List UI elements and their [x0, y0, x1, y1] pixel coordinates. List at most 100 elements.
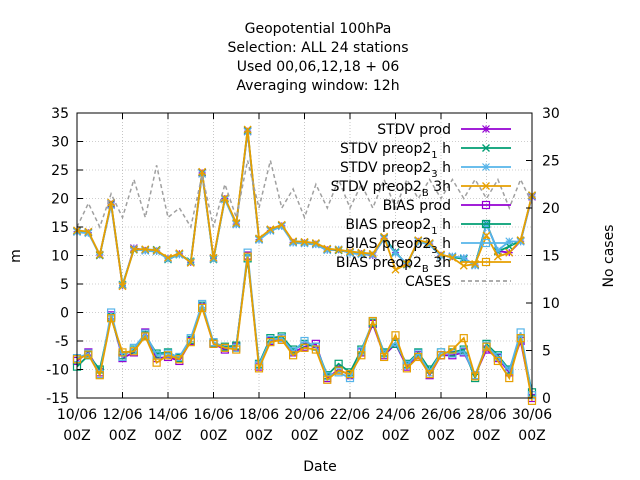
axes: -15 -10 -5 0 5 10 15 20 25 30 35 0 5 10 15 20 25 30 10/06 0… [46, 106, 560, 444]
legend-entry: BIAS prod [383, 198, 511, 214]
legend-marker [482, 144, 490, 152]
data-point [289, 237, 298, 246]
data-point [175, 355, 184, 364]
data-point [425, 369, 434, 379]
data-point [482, 342, 491, 351]
data-point [107, 314, 116, 323]
data-point [368, 316, 377, 326]
legend-label: BIAS preop2B 3h [336, 255, 451, 275]
data-point [493, 356, 502, 366]
data-point [118, 352, 127, 362]
legend-label: CASES [405, 274, 451, 290]
data-point [391, 265, 400, 274]
data-point [152, 246, 161, 255]
data-point [209, 254, 218, 263]
data-point [300, 343, 309, 352]
x-tick-label: 26/06 [421, 407, 461, 423]
legend-entry: STDV prod [377, 122, 511, 138]
data-point [425, 238, 434, 247]
legend-entry: STDV preop2B 3h [331, 179, 511, 199]
data-point [437, 252, 445, 260]
data-point [255, 234, 263, 243]
data-point [266, 227, 275, 235]
x-tick-label-hour: 00Z [154, 428, 181, 444]
legend-label: BIAS preop21 h [345, 217, 451, 237]
data-point [232, 219, 241, 228]
data-point [323, 375, 332, 384]
x-tick-label: 30/06 [512, 407, 552, 423]
legend-marker [481, 219, 491, 229]
data-point [516, 334, 525, 343]
data-point [459, 261, 468, 270]
legend-label: BIAS prod [383, 198, 451, 214]
x-tick-label-hour: 00Z [200, 428, 227, 444]
y-tick-label: 15 [51, 220, 69, 236]
data-point [220, 343, 229, 352]
legend-label: STDV prod [377, 122, 451, 138]
x-tick-label-hour: 00Z [63, 428, 90, 444]
data-point [277, 220, 286, 229]
y-tick-label: -15 [46, 391, 69, 407]
y-tick-label: 0 [60, 306, 69, 322]
data-point [516, 237, 525, 246]
legend-marker [481, 200, 491, 210]
data-point [164, 254, 172, 263]
data-point [254, 364, 264, 373]
title-line-3: Used 00,06,12,18 + 06 [237, 59, 400, 75]
data-point [380, 232, 389, 241]
data-point [266, 225, 275, 234]
data-point [323, 244, 332, 253]
data-point [198, 167, 207, 176]
legend-marker [481, 238, 491, 248]
data-point [84, 350, 93, 359]
legend-marker [482, 125, 490, 133]
x-tick-label: 16/06 [193, 407, 233, 423]
data-point [414, 236, 423, 245]
x-tick-label: 28/06 [466, 407, 506, 423]
data-point [345, 369, 355, 379]
data-point [255, 236, 263, 245]
x-tick-label-hour: 00Z [336, 428, 363, 444]
series-stdv-preop2-b3h [73, 125, 536, 291]
data-point [243, 252, 252, 261]
x-tick-label-hour: 00Z [109, 428, 136, 444]
legend-label: STDV preop21 h [340, 141, 451, 161]
data-point [391, 331, 400, 340]
x-tick-label: 22/06 [330, 407, 370, 423]
legend-marker [482, 182, 490, 190]
data-point [300, 237, 309, 246]
x-tick-label: 10/06 [57, 407, 97, 423]
title-line-4: Averaging window: 12h [236, 78, 399, 94]
data-point [368, 251, 377, 259]
x-tick-label: 18/06 [239, 407, 279, 423]
y2-tick-label: 30 [542, 106, 560, 122]
y-tick-label: 25 [51, 163, 69, 179]
series-cases [76, 160, 533, 230]
data-point [425, 240, 434, 249]
data-point [505, 237, 514, 246]
data-point [289, 239, 298, 247]
x-tick-label-hour: 00Z [291, 428, 318, 444]
data-point [311, 238, 320, 247]
legend-entry: BIAS preop23 h [345, 236, 511, 256]
data-point [118, 282, 127, 291]
x-tick-label: 24/06 [375, 407, 415, 423]
data-point [311, 240, 320, 249]
y2-tick-label: 20 [542, 201, 560, 217]
y-tick-label: 10 [51, 249, 69, 265]
data-point [357, 248, 366, 257]
title-line-1: Geopotential 100hPa [245, 21, 392, 37]
data-point [471, 372, 480, 381]
data-point [84, 227, 93, 236]
data-point [300, 239, 309, 248]
data-point [482, 231, 491, 240]
data-point [243, 125, 252, 134]
data-point [277, 222, 286, 231]
data-point [266, 338, 275, 347]
data-point [141, 332, 150, 341]
data-point [391, 249, 400, 258]
legend-entry: STDV preop21 h [340, 141, 511, 161]
data-point [471, 261, 480, 270]
